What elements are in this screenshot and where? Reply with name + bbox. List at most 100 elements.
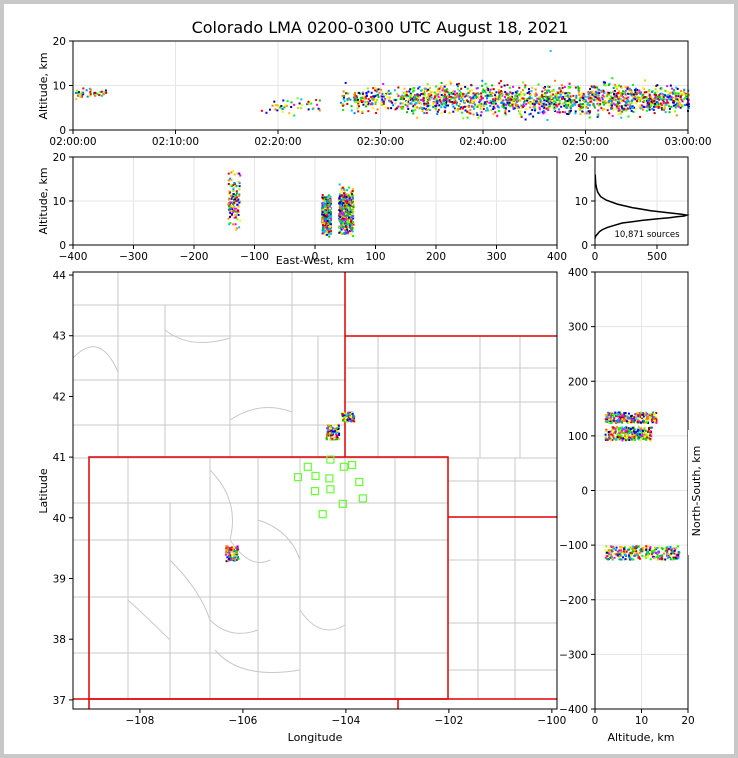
lightning-source: [332, 430, 335, 433]
lightning-source: [448, 95, 451, 98]
lightning-source: [623, 426, 626, 429]
lightning-source: [610, 107, 613, 110]
lightning-source: [104, 89, 107, 92]
lightning-source: [591, 90, 594, 93]
lightning-source: [615, 107, 618, 110]
lightning-source: [587, 93, 590, 96]
lightning-source: [522, 102, 525, 105]
lightning-source: [234, 216, 237, 219]
lightning-source: [623, 428, 626, 431]
county-grid-horizontal: [73, 304, 557, 671]
lightning-source: [437, 88, 440, 91]
lightning-source: [228, 554, 231, 557]
lightning-source: [336, 438, 339, 441]
lightning-source: [612, 102, 615, 105]
lightning-source: [325, 203, 328, 206]
lightning-source: [620, 418, 623, 421]
lightning-source: [628, 412, 631, 415]
lightning-source: [606, 101, 609, 104]
lightning-source: [440, 93, 443, 96]
lightning-source: [349, 229, 352, 232]
lightning-source: [436, 102, 439, 105]
lightning-source: [627, 96, 630, 99]
lightning-source: [500, 101, 503, 104]
lightning-source: [476, 87, 479, 90]
altitude-tick-label: 0: [592, 715, 599, 727]
lightning-source: [326, 228, 329, 231]
lightning-source: [341, 208, 344, 211]
lightning-source: [650, 426, 653, 429]
lightning-source: [650, 553, 653, 556]
lightning-source: [662, 102, 665, 105]
lightning-source: [341, 212, 344, 215]
lightning-source: [602, 89, 605, 92]
lightning-source: [411, 87, 414, 90]
lightning-source: [235, 196, 238, 199]
lightning-source: [629, 106, 632, 109]
lightning-source: [649, 416, 652, 419]
lightning-source: [283, 106, 286, 109]
lightning-source: [664, 549, 667, 552]
lightning-source: [341, 225, 344, 228]
lightning-source: [643, 437, 646, 440]
lightning-source: [628, 89, 631, 92]
lightning-source: [527, 101, 530, 104]
lightning-source: [232, 223, 235, 226]
lightning-source: [350, 411, 353, 414]
lightning-source: [381, 93, 384, 96]
lightning-source: [647, 415, 650, 418]
lightning-source: [338, 193, 341, 196]
lightning-source: [440, 103, 443, 106]
lightning-source: [438, 98, 441, 101]
lightning-source: [347, 213, 350, 216]
lightning-source: [655, 420, 658, 423]
lightning-source: [622, 550, 625, 553]
lightning-source: [541, 90, 544, 93]
lightning-source: [235, 555, 238, 558]
lightning-source: [579, 102, 582, 105]
lightning-source: [349, 204, 352, 207]
lightning-source: [375, 90, 378, 93]
lightning-source: [324, 234, 327, 237]
lightning-source: [607, 552, 610, 555]
lightning-source: [658, 555, 661, 558]
lightning-source: [352, 210, 355, 213]
lightning-source: [678, 97, 681, 100]
lightning-source: [434, 107, 437, 110]
lightning-source: [443, 95, 446, 98]
lightning-source: [284, 104, 287, 107]
lightning-source: [641, 96, 644, 99]
lightning-source: [346, 414, 349, 417]
lightning-source: [613, 547, 616, 550]
lightning-source: [232, 188, 235, 191]
lightning-source: [627, 434, 630, 437]
lightning-source: [687, 105, 690, 108]
lightning-source: [344, 193, 347, 196]
lightning-source: [637, 545, 640, 548]
lightning-source: [338, 438, 341, 441]
lightning-source: [657, 557, 660, 560]
lightning-source: [344, 229, 347, 232]
lightning-source: [514, 91, 517, 94]
lightning-source: [342, 209, 345, 212]
lightning-source: [640, 550, 643, 553]
lightning-source: [337, 433, 340, 436]
lightning-source: [632, 420, 635, 423]
lightning-source: [353, 420, 356, 423]
lightning-source: [642, 549, 645, 552]
lightning-source: [532, 115, 535, 118]
lightning-source: [612, 428, 615, 431]
lightning-source: [590, 100, 593, 103]
lightning-source: [432, 104, 435, 107]
lightning-source: [330, 211, 333, 214]
north-south-tick-label: 400: [568, 267, 588, 279]
lightning-source: [430, 94, 433, 97]
lightning-source: [89, 93, 92, 96]
lightning-source: [347, 195, 350, 198]
lightning-source: [568, 92, 571, 95]
lightning-source: [660, 88, 663, 91]
north-south-tick-label: −300: [559, 649, 588, 661]
lightning-source: [328, 235, 331, 238]
lightning-source: [632, 550, 635, 553]
